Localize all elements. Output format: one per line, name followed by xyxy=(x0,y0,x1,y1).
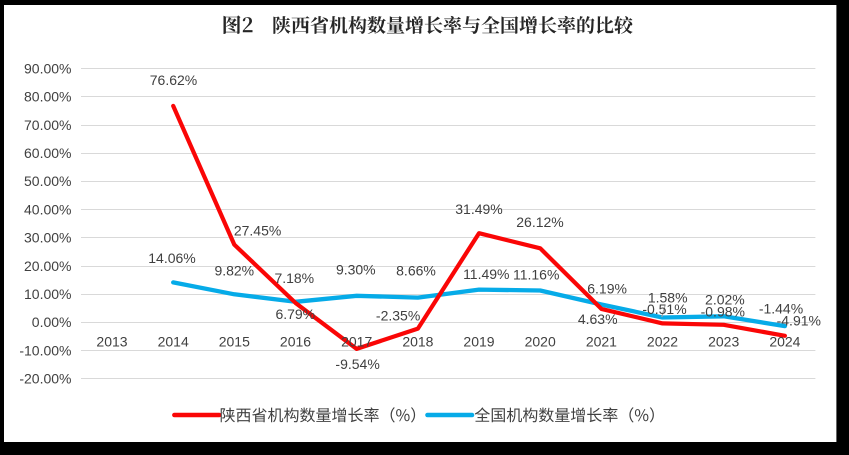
svg-text:6.19%: 6.19% xyxy=(587,281,627,297)
svg-text:7.18%: 7.18% xyxy=(274,270,314,286)
svg-text:0.00%: 0.00% xyxy=(32,314,72,330)
svg-text:76.62%: 76.62% xyxy=(150,72,197,88)
svg-text:2024: 2024 xyxy=(769,334,800,350)
svg-text:2015: 2015 xyxy=(219,334,250,350)
svg-text:11.16%: 11.16% xyxy=(513,267,559,283)
svg-text:90.00%: 90.00% xyxy=(24,60,71,76)
svg-text:14.06%: 14.06% xyxy=(148,250,195,266)
svg-text:80.00%: 80.00% xyxy=(24,89,71,105)
svg-text:60.00%: 60.00% xyxy=(24,145,71,161)
svg-text:6.79%: 6.79% xyxy=(275,306,315,322)
svg-text:-2.35%: -2.35% xyxy=(376,307,420,323)
svg-text:10.00%: 10.00% xyxy=(24,286,71,302)
svg-text:2014: 2014 xyxy=(158,334,189,350)
svg-text:-20.00%: -20.00% xyxy=(19,371,71,387)
svg-text:31.49%: 31.49% xyxy=(455,201,502,217)
svg-text:2023: 2023 xyxy=(708,334,739,350)
svg-text:26.12%: 26.12% xyxy=(516,214,563,230)
svg-text:11.49%: 11.49% xyxy=(463,266,509,282)
svg-text:-4.91%: -4.91% xyxy=(777,312,821,328)
svg-text:2019: 2019 xyxy=(463,334,494,350)
svg-text:2.02%: 2.02% xyxy=(705,291,745,307)
svg-text:-10.00%: -10.00% xyxy=(19,342,71,358)
svg-text:9.30%: 9.30% xyxy=(336,262,376,278)
svg-text:2022: 2022 xyxy=(647,334,678,350)
svg-text:-0.98%: -0.98% xyxy=(701,304,745,320)
svg-text:2017: 2017 xyxy=(341,334,372,350)
svg-text:-9.54%: -9.54% xyxy=(335,356,379,372)
svg-text:70.00%: 70.00% xyxy=(24,117,71,133)
svg-text:8.66%: 8.66% xyxy=(396,263,436,279)
svg-text:-0.51%: -0.51% xyxy=(642,301,686,317)
svg-text:2018: 2018 xyxy=(402,334,433,350)
svg-text:9.82%: 9.82% xyxy=(214,263,254,279)
svg-text:40.00%: 40.00% xyxy=(24,201,71,217)
svg-text:27.45%: 27.45% xyxy=(234,223,281,239)
svg-text:2016: 2016 xyxy=(280,334,311,350)
svg-text:20.00%: 20.00% xyxy=(24,258,71,274)
svg-text:1.58%: 1.58% xyxy=(648,290,688,306)
svg-text:4.63%: 4.63% xyxy=(578,311,618,327)
svg-text:2013: 2013 xyxy=(96,334,127,350)
svg-text:2021: 2021 xyxy=(586,334,617,350)
svg-text:-1.44%: -1.44% xyxy=(759,301,803,317)
svg-text:2020: 2020 xyxy=(525,334,556,350)
svg-text:30.00%: 30.00% xyxy=(24,230,71,246)
svg-text:50.00%: 50.00% xyxy=(24,173,71,189)
